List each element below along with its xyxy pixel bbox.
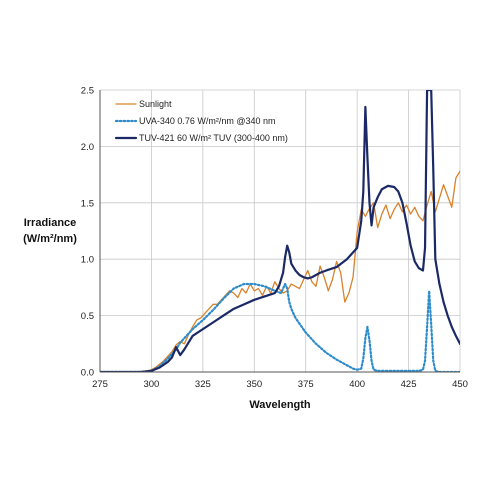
x-tick-label: 400 [349, 379, 365, 390]
x-tick-label: 425 [401, 379, 417, 390]
series-line-2 [100, 282, 460, 372]
legend-label-1: Sunlight [139, 99, 172, 109]
legend-label-2: UVA-340 0.76 W/m²/nm @340 nm [139, 116, 276, 126]
x-tick-label: 325 [195, 379, 211, 390]
y-axis-title-line2: (W/m²/nm) [23, 233, 77, 245]
x-tick-label: 350 [246, 379, 262, 390]
x-axis-title: Wavelength [249, 399, 311, 411]
gridlines [100, 89, 461, 372]
plot-background [100, 90, 460, 372]
x-tick-label: 450 [452, 379, 468, 390]
x-tick-label: 300 [143, 379, 159, 390]
legend-label-3: TUV-421 60 W/m² TUV (300-400 nm) [139, 133, 288, 143]
x-tick-label: 275 [92, 379, 108, 390]
y-tick-label: 2.5 [81, 86, 94, 97]
y-tick-label: 0.0 [81, 368, 94, 379]
legend: Sunlight UVA-340 0.76 W/m²/nm @340 nm TUV-… [114, 99, 288, 143]
tick-labels: 275 300 325 350 375 400 425 450 0.0 0.5 1.0 1.5 2.0 2… [81, 86, 468, 391]
series-lines [100, 90, 460, 372]
y-axis-title-line1: Irradiance [24, 217, 77, 229]
y-tick-label: 0.5 [81, 311, 94, 322]
series-line-3 [100, 90, 460, 372]
y-tick-label: 2.0 [81, 142, 94, 153]
y-tick-label: 1.0 [81, 255, 94, 266]
y-tick-label: 1.5 [81, 198, 94, 209]
axes [99, 90, 460, 373]
x-tick-label: 375 [298, 379, 314, 390]
